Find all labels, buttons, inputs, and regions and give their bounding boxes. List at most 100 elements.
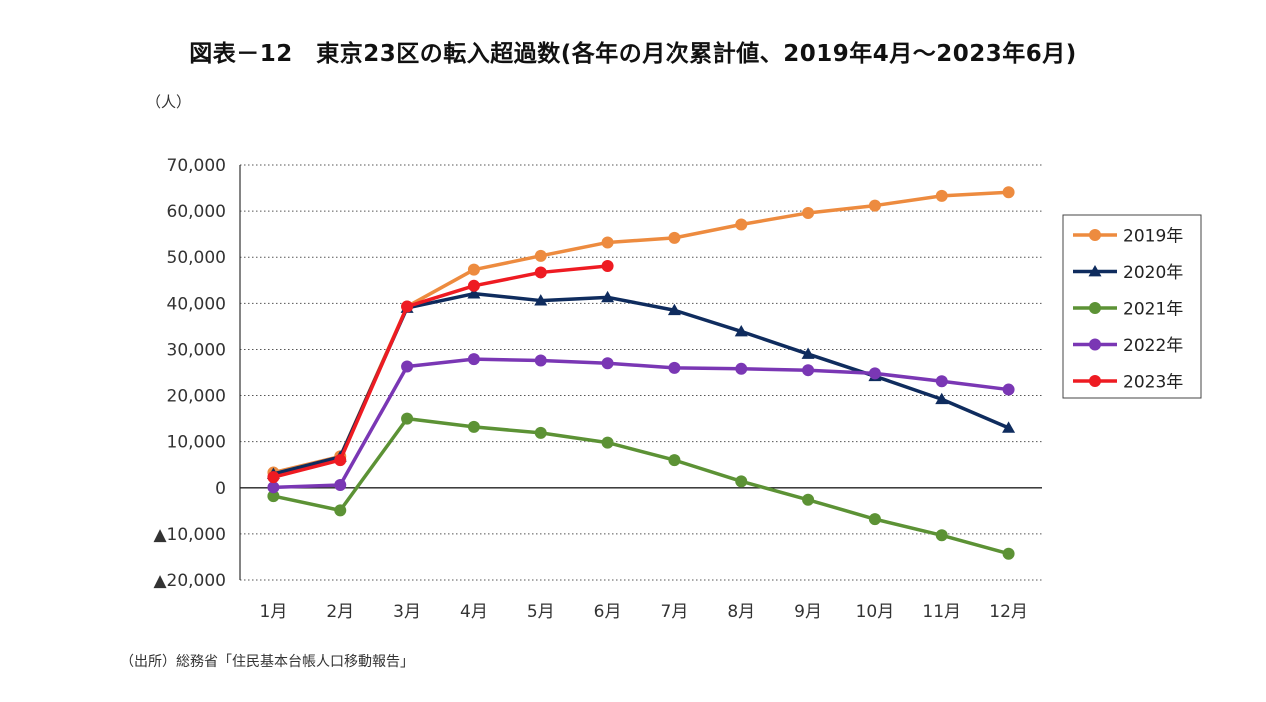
data-point [467, 287, 481, 299]
chart-title: 図表－12 東京23区の転入超過数(各年の月次累計値、2019年4月～2023年… [189, 41, 1077, 67]
data-point [467, 279, 480, 292]
data-point [467, 353, 480, 366]
source-note: （出所）総務省「住民基本台帳人口移動報告」 [120, 654, 414, 670]
data-point [935, 189, 948, 202]
legend-label: 2021年 [1123, 300, 1183, 320]
data-point [534, 249, 547, 262]
data-point [1002, 421, 1016, 433]
data-point [334, 504, 347, 517]
y-tick-label: 30,000 [167, 340, 226, 360]
x-tick-label: 5月 [527, 602, 555, 622]
data-point [802, 206, 815, 219]
data-point [401, 412, 414, 425]
data-point [334, 454, 347, 467]
series-2022年 [267, 353, 1015, 494]
x-tick-label: 9月 [794, 602, 822, 622]
data-point [1002, 186, 1015, 199]
legend: 2019年 2020年 2021年 2022年 2023年 [1062, 214, 1202, 399]
series-2023年 [267, 259, 614, 484]
data-point [267, 471, 280, 484]
data-point [1089, 338, 1101, 351]
y-tick-label: 40,000 [167, 294, 226, 314]
data-point [467, 420, 480, 433]
y-tick-label: 20,000 [167, 387, 226, 407]
series-line [272, 264, 608, 479]
series-line [273, 190, 1009, 475]
data-point [801, 347, 815, 359]
data-point [735, 475, 748, 488]
legend-label: 2023年 [1123, 373, 1183, 393]
data-point [735, 362, 748, 375]
legend-item: 2021年 [1073, 300, 1183, 320]
data-point [1088, 265, 1102, 277]
y-tick-label: ▲10,000 [153, 525, 226, 545]
legend-item: 2023年 [1073, 373, 1183, 393]
legend-item: 2022年 [1073, 336, 1183, 356]
data-point [667, 303, 681, 316]
data-point [868, 199, 881, 212]
data-point [601, 290, 615, 303]
legend-label: 2022年 [1123, 336, 1183, 356]
y-tick-label: 70,000 [167, 156, 226, 176]
y-tick-label: 60,000 [167, 202, 226, 222]
x-tick-label: 4月 [460, 602, 488, 622]
data-point [668, 454, 681, 467]
series-line [273, 416, 1010, 556]
x-tick-label: 7月 [661, 602, 689, 622]
y-tick-label: 50,000 [167, 248, 226, 268]
x-tick-label: 11月 [922, 602, 961, 622]
data-point [334, 479, 347, 492]
data-point [935, 392, 949, 405]
data-point [267, 481, 280, 494]
x-tick-label: 2月 [326, 602, 354, 622]
data-point [668, 361, 681, 374]
data-point [401, 360, 414, 373]
data-point [734, 324, 748, 337]
series-line [272, 291, 1010, 476]
data-point [1089, 302, 1101, 314]
data-point [534, 354, 547, 367]
axes [239, 165, 1042, 580]
x-tick-label: 8月 [727, 602, 755, 622]
x-tick-label: 3月 [393, 602, 421, 622]
data-point [1089, 229, 1101, 241]
y-tick-label: 10,000 [167, 433, 226, 453]
data-point [601, 259, 614, 272]
y-tick-label: 0 [215, 479, 226, 499]
data-point [401, 300, 414, 313]
x-tick-label: 1月 [260, 602, 288, 622]
data-point [868, 513, 881, 526]
y-tick-labels: 70,000 60,000 50,000 40,000 30,000 20,000 10,0… [153, 156, 226, 591]
y-axis-unit-label: （人） [146, 93, 192, 111]
data-point [534, 266, 547, 279]
legend-item: 2020年 [1073, 263, 1183, 283]
data-point [267, 490, 280, 503]
series-2021年 [267, 412, 1015, 560]
data-point [534, 294, 548, 306]
x-tick-label: 6月 [594, 602, 622, 622]
legend-label: 2020年 [1123, 263, 1183, 283]
y-tick-label: ▲20,000 [153, 571, 226, 591]
series-2019年 [267, 186, 1015, 479]
series-lines [266, 186, 1016, 560]
data-point [802, 493, 815, 506]
gridlines [240, 164, 1042, 581]
x-tick-label: 12月 [989, 602, 1028, 622]
data-point [1002, 383, 1015, 396]
data-point [735, 218, 748, 231]
series-line [273, 357, 1009, 490]
data-point [601, 436, 614, 449]
legend-label: 2019年 [1123, 227, 1183, 247]
x-tick-labels: 1月 2月 3月 4月 5月 6月 7月 8月 9月 10月 11月 12月 [260, 602, 1028, 622]
data-point [467, 263, 480, 276]
x-tick-label: 10月 [856, 602, 895, 622]
data-point [601, 357, 614, 370]
data-point [868, 367, 881, 380]
data-point [601, 236, 614, 249]
data-point [534, 426, 547, 439]
data-point [1002, 547, 1015, 560]
legend-item: 2019年 [1073, 227, 1183, 247]
data-point [802, 364, 815, 377]
data-point [935, 529, 948, 542]
